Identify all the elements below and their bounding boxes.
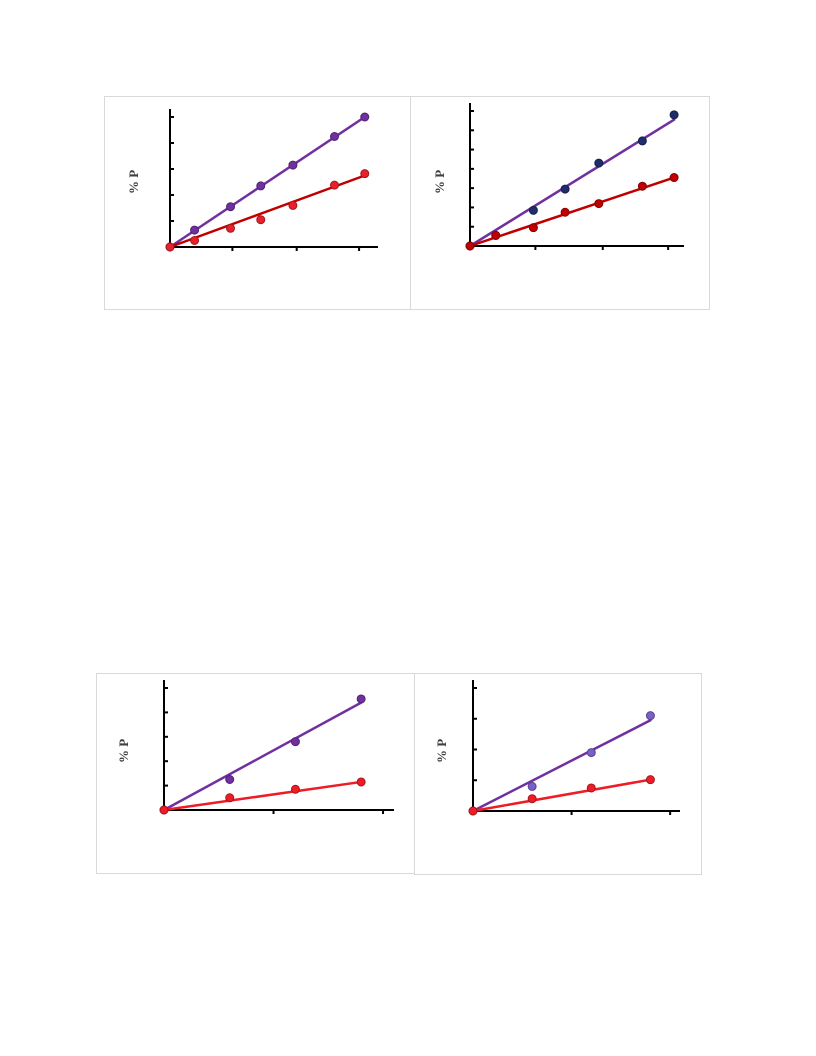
series-2-point xyxy=(356,777,366,787)
series-1-point xyxy=(645,711,655,721)
chart-panel-2: % P xyxy=(410,96,710,310)
series-2-trendline xyxy=(471,778,652,813)
series-1-trendline xyxy=(162,701,363,812)
chart-2 xyxy=(465,103,684,251)
series-1-point xyxy=(528,205,538,215)
series-2-point xyxy=(528,223,538,233)
series-2-point xyxy=(637,181,647,191)
series-2-point xyxy=(330,180,340,190)
series-2-point xyxy=(225,793,235,803)
series-2-point xyxy=(159,805,169,815)
series-1-point xyxy=(669,110,679,120)
chart-3 xyxy=(159,680,394,815)
series-1-point xyxy=(527,781,537,791)
series-1-point xyxy=(256,181,266,191)
series-2-point xyxy=(645,775,655,785)
series-2-point xyxy=(165,242,175,252)
series-1-point xyxy=(360,112,370,122)
series-2-point xyxy=(465,241,475,251)
series-2-point xyxy=(560,207,570,217)
series-1-point xyxy=(356,694,366,704)
chart-4 xyxy=(468,680,680,816)
series-2-point xyxy=(468,806,478,816)
series-1-point xyxy=(586,748,596,758)
series-2-point xyxy=(288,200,298,210)
series-1-point xyxy=(637,136,647,146)
series-1-point xyxy=(225,775,235,784)
series-1-point xyxy=(190,225,200,235)
series-2-point xyxy=(226,223,236,233)
series-2-point xyxy=(491,230,501,240)
series-2-point xyxy=(290,784,300,794)
series-2-point xyxy=(586,783,596,793)
series-2-trendline xyxy=(162,780,363,812)
series-1-point xyxy=(290,737,300,747)
series-1-point xyxy=(288,160,298,170)
chart-1 xyxy=(165,109,378,252)
chart-panel-3: % P xyxy=(96,673,415,874)
series-2-point xyxy=(190,236,200,245)
series-1-point xyxy=(594,158,604,168)
series-2-point xyxy=(256,215,266,225)
series-2-point xyxy=(360,169,370,179)
series-1-point xyxy=(330,132,340,141)
series-1-point xyxy=(226,202,236,212)
series-1-trendline xyxy=(471,719,652,813)
series-2-point xyxy=(527,794,537,804)
series-2-point xyxy=(594,199,604,209)
series-2-point xyxy=(669,173,679,183)
chart-panel-1: % P xyxy=(104,96,411,310)
chart-panel-4: % P xyxy=(414,673,702,875)
series-1-point xyxy=(560,184,570,194)
